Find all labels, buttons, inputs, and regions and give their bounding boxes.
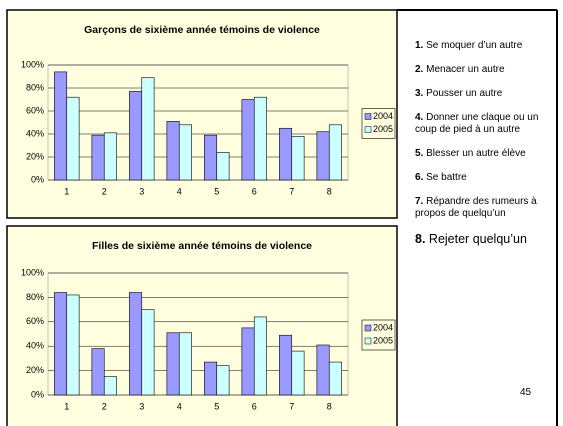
bar	[328, 124, 342, 181]
x-tick-label: 4	[177, 186, 182, 196]
y-tick-label: 80%	[26, 292, 44, 302]
bar	[253, 96, 267, 181]
bar	[141, 77, 155, 181]
bar	[103, 132, 117, 181]
note-text: Donner une claque ou un coup de pied à u…	[415, 112, 539, 135]
bar	[241, 99, 255, 181]
legend-label: 2005	[373, 124, 393, 134]
bar	[141, 309, 155, 396]
notes: 1. Se moquer d’un autre 2. Menacer un aut…	[415, 40, 540, 259]
bar	[241, 327, 255, 396]
note: 7. Répandre des rumeurs à propos de quel…	[415, 196, 540, 220]
bar	[178, 332, 192, 396]
x-tick-label: 6	[252, 401, 257, 411]
note: 1. Se moquer d’un autre	[415, 40, 540, 52]
x-tick-label: 7	[289, 401, 294, 411]
bar	[204, 134, 218, 181]
legend-label: 2004	[373, 322, 393, 332]
note-text: Blesser un autre élève	[426, 148, 526, 159]
note-text: Menacer un autre	[426, 64, 505, 75]
x-tick-label: 2	[102, 401, 107, 411]
x-tick-label: 6	[252, 186, 257, 196]
note-text: Se battre	[426, 172, 467, 183]
y-tick-label: 60%	[26, 105, 44, 115]
page-number: 45	[520, 387, 532, 398]
y-tick-label: 40%	[26, 341, 44, 351]
note-number: 2.	[415, 64, 424, 75]
note: 5. Blesser un autre élève	[415, 148, 540, 160]
note-text: Se moquer d’un autre	[426, 40, 523, 51]
note: 4. Donner une claque ou un coup de pied …	[415, 112, 540, 136]
bar	[166, 121, 180, 181]
note-number: 8.	[415, 232, 426, 246]
bar	[291, 350, 305, 396]
bar	[178, 124, 192, 181]
bar	[129, 91, 143, 181]
legend-swatch	[364, 337, 372, 345]
x-tick-label: 1	[64, 186, 69, 196]
bar	[291, 136, 305, 181]
chart-title: Filles de sixième année témoins de viole…	[92, 240, 312, 252]
legend-label: 2005	[373, 335, 393, 345]
note-number: 3.	[415, 88, 424, 99]
y-tick-label: 0%	[31, 174, 44, 184]
x-tick-label: 8	[327, 186, 332, 196]
note-number: 5.	[415, 148, 424, 159]
bar	[216, 152, 230, 181]
note-number: 4.	[415, 112, 424, 123]
note-number: 1.	[415, 40, 424, 51]
x-tick-label: 7	[289, 186, 294, 196]
bar	[66, 96, 80, 181]
x-tick-label: 5	[214, 401, 219, 411]
bar	[316, 344, 330, 396]
bar	[54, 71, 68, 181]
x-tick-label: 4	[177, 401, 182, 411]
note: 3. Pousser un autre	[415, 88, 540, 100]
legend-swatch	[364, 126, 372, 133]
bar	[91, 348, 105, 396]
legend-label: 2004	[373, 111, 393, 121]
y-tick-label: 100%	[21, 59, 44, 69]
note-number: 7.	[415, 196, 424, 207]
note: 8. Rejeter quelqu’un	[415, 232, 540, 247]
chart-title: Garçons de sixième année témoins de viol…	[84, 24, 320, 36]
x-tick-label: 2	[102, 186, 107, 196]
bar	[216, 365, 230, 396]
bar	[54, 292, 68, 396]
bar	[91, 134, 105, 181]
y-tick-label: 20%	[26, 151, 44, 161]
x-tick-label: 3	[139, 186, 144, 196]
y-tick-label: 60%	[26, 316, 44, 326]
bar	[279, 334, 293, 396]
note-text: Rejeter quelqu’un	[428, 232, 527, 246]
bar	[328, 361, 342, 396]
y-tick-label: 40%	[26, 128, 44, 138]
note: 2. Menacer un autre	[415, 64, 540, 76]
bar	[129, 292, 143, 396]
legend-swatch	[364, 113, 372, 120]
bar	[316, 131, 330, 181]
note-text: Pousser un autre	[426, 88, 503, 99]
x-tick-label: 1	[64, 401, 69, 411]
bar	[279, 127, 293, 181]
y-tick-label: 80%	[26, 82, 44, 92]
bar	[166, 332, 180, 396]
bar	[253, 316, 267, 396]
note-text: Répandre des rumeurs à propos de quelqu’…	[415, 196, 537, 219]
bar	[66, 294, 80, 396]
bar	[204, 361, 218, 396]
y-tick-label: 100%	[21, 267, 44, 277]
bar	[103, 376, 117, 396]
x-tick-label: 3	[139, 401, 144, 411]
note: 6. Se battre	[415, 172, 540, 184]
x-tick-label: 8	[327, 401, 332, 411]
x-tick-label: 5	[214, 186, 219, 196]
legend-swatch	[364, 324, 372, 332]
y-tick-label: 20%	[26, 365, 44, 375]
note-number: 6.	[415, 172, 424, 183]
y-tick-label: 0%	[31, 389, 44, 399]
